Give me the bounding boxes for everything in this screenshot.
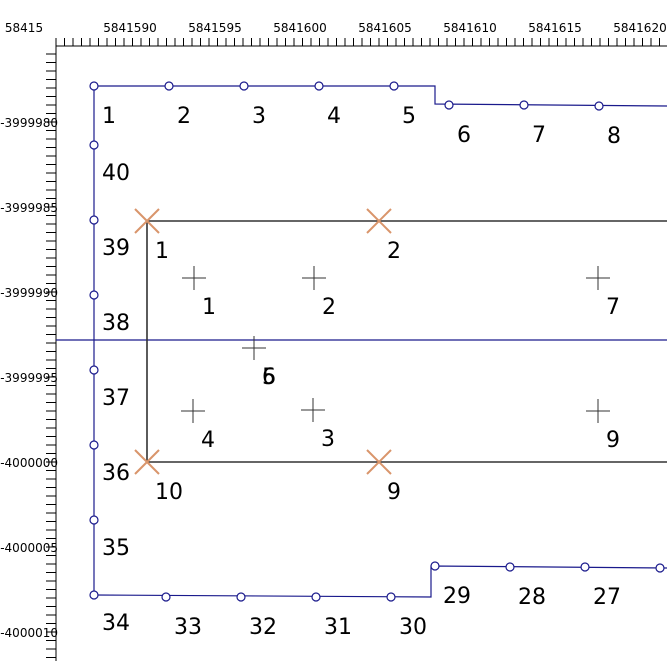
cross-marker [586, 266, 610, 290]
x-ruler-label: 5841605 [358, 21, 411, 35]
point-label: 34 [102, 611, 130, 636]
point-label: 39 [102, 236, 130, 261]
point-label: 5 [402, 104, 416, 129]
boundary-point [314, 81, 324, 91]
point-label: 27 [593, 585, 621, 610]
marker-label: 2 [322, 295, 336, 320]
boundary-point [444, 100, 454, 110]
corner-marker [366, 208, 392, 234]
x-ruler-label: 5841600 [273, 21, 326, 35]
x-ruler-label: 5841615 [528, 21, 581, 35]
point-label: 38 [102, 311, 130, 336]
boundary-point [89, 81, 99, 91]
cross-marker [181, 399, 205, 423]
boundary-point [236, 592, 246, 602]
boundary-point [164, 81, 174, 91]
marker-label: 4 [201, 428, 215, 453]
marker-label: 6 [262, 365, 276, 390]
boundary-point [89, 365, 99, 375]
marker-label: 7 [606, 295, 620, 320]
cross-marker [182, 266, 206, 290]
marker-label: 2 [387, 239, 401, 264]
boundary-point [580, 562, 590, 572]
point-label: 32 [249, 615, 277, 640]
point-label: 8 [607, 124, 621, 149]
point-label: 31 [324, 615, 352, 640]
boundary-point [89, 440, 99, 450]
marker-label: 9 [387, 480, 401, 505]
boundary-point [505, 562, 515, 572]
x-ruler-label: 5841620 [613, 21, 666, 35]
marker-label: 10 [155, 480, 183, 505]
point-label: 35 [102, 536, 130, 561]
marker-label: 1 [202, 295, 216, 320]
point-label: 4 [327, 104, 341, 129]
boundary-point [89, 590, 99, 600]
corner-marker [134, 449, 160, 475]
marker-label: 9 [606, 428, 620, 453]
point-label: 29 [443, 584, 471, 609]
x-ruler-label: 58415 [5, 21, 43, 35]
marker-label: 5 [262, 365, 276, 390]
boundary [56, 85, 667, 598]
boundary-point [89, 215, 99, 225]
y-ruler-label: -4000005 [0, 541, 58, 555]
point-label: 28 [518, 585, 546, 610]
y-ruler-label: -3999995 [0, 371, 58, 385]
boundary-point [239, 81, 249, 91]
boundary-point [594, 101, 604, 111]
x-stroke [134, 208, 160, 234]
marker-label: 3 [321, 427, 335, 452]
boundary-point [89, 515, 99, 525]
x-stroke [134, 449, 160, 475]
x-ruler-label: 5841610 [443, 21, 496, 35]
y-ruler-label: -4000010 [0, 626, 58, 640]
point-label: 7 [532, 123, 546, 148]
y-ruler-label: -3999990 [0, 286, 58, 300]
boundary-point [430, 561, 440, 571]
corner-marker [366, 449, 392, 475]
point-label: 6 [457, 123, 471, 148]
boundary-point [311, 592, 321, 602]
point-label: 3 [252, 104, 266, 129]
boundary-point [89, 140, 99, 150]
x-stroke [366, 449, 392, 475]
y-ruler-label: -4000000 [0, 456, 58, 470]
boundary-point [655, 563, 665, 573]
point-label: 33 [174, 615, 202, 640]
boundary-point [161, 592, 171, 602]
y-ruler-label: -3999985 [0, 201, 58, 215]
x-ruler-label: 5841595 [188, 21, 241, 35]
boundary-point [389, 81, 399, 91]
inner-rectangle [146, 220, 667, 463]
x-ruler-label: 5841590 [103, 21, 156, 35]
boundary-point [519, 100, 529, 110]
boundary-point [386, 592, 396, 602]
boundary-point [89, 290, 99, 300]
point-label: 30 [399, 615, 427, 640]
y-ruler-label: -3999980 [0, 116, 58, 130]
point-label: 37 [102, 386, 130, 411]
corner-marker [134, 208, 160, 234]
cross-marker [302, 266, 326, 290]
point-label: 40 [102, 161, 130, 186]
point-label: 36 [102, 461, 130, 486]
point-label: 1 [102, 104, 116, 129]
marker-label: 1 [155, 239, 169, 264]
cross-marker [242, 336, 266, 360]
cross-marker [586, 399, 610, 423]
cross-marker [301, 398, 325, 422]
x-stroke [366, 208, 392, 234]
point-label: 2 [177, 104, 191, 129]
